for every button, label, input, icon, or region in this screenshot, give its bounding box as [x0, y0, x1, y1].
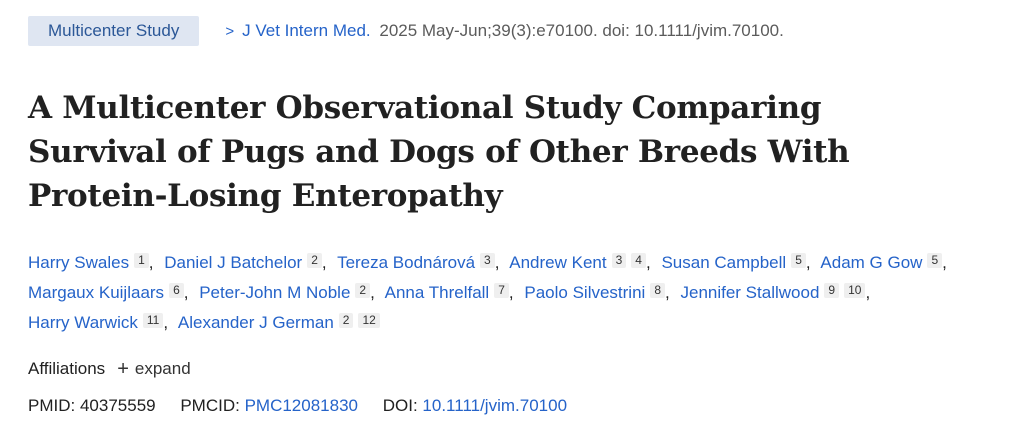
author-separator: , — [508, 283, 514, 302]
affiliations-row: Affiliations + expand — [28, 359, 191, 379]
journal-link[interactable]: J Vet Intern Med. — [242, 21, 371, 40]
author-name-link[interactable]: Tereza Bodnárová — [337, 253, 476, 272]
author-item: Daniel J Batchelor 2, — [164, 253, 332, 272]
author-separator: , — [183, 283, 189, 302]
affiliation-number-badge[interactable]: 8 — [650, 283, 666, 298]
identifiers-row: PMID: 40375559 PMCID: PMC12081830 DOI: 1… — [28, 396, 587, 416]
author-list: Harry Swales 1, Daniel J Batchelor 2, Tere… — [28, 248, 988, 338]
pmid-label: PMID: — [28, 396, 76, 415]
author-separator: , — [163, 313, 169, 332]
affiliation-number-badge[interactable]: 7 — [494, 283, 509, 298]
author-name-link[interactable]: Jennifer Stallwood — [680, 283, 820, 302]
author-name-link[interactable]: Anna Threlfall — [384, 283, 490, 302]
affiliation-number-badge[interactable]: 11 — [142, 313, 164, 328]
affiliations-label: Affiliations — [28, 359, 106, 378]
affiliation-number-badge[interactable]: 2 — [338, 313, 354, 328]
author-separator: , — [805, 253, 811, 272]
affiliation-number-badge[interactable]: 12 — [358, 313, 380, 328]
pmcid-label: PMCID: — [180, 396, 240, 415]
author-item: Paolo Silvestrini 8, — [524, 283, 675, 302]
author-separator: , — [321, 253, 327, 272]
author-item: Anna Threlfall 7, — [385, 283, 520, 302]
author-item: Jennifer Stallwood 9 10, — [680, 283, 876, 302]
author-separator: , — [665, 283, 670, 302]
author-item: Margaux Kuijlaars 6, — [28, 283, 194, 302]
citation: > J Vet Intern Med. 2025 May-Jun;39(3):e7… — [225, 21, 784, 41]
affiliation-number-badge[interactable]: 6 — [169, 283, 184, 298]
affiliation-number-badge[interactable]: 3 — [480, 253, 495, 268]
affiliation-number-badge[interactable]: 2 — [355, 283, 371, 298]
author-item: Adam G Gow 5, — [820, 253, 952, 272]
author-item: Harry Warwick 11, — [28, 313, 174, 332]
pmcid-link[interactable]: PMC12081830 — [244, 396, 358, 415]
doi-label: DOI: — [382, 396, 418, 415]
author-name-link[interactable]: Harry Warwick — [28, 313, 138, 332]
affiliation-number-badge[interactable]: 2 — [307, 253, 322, 268]
chevron-right-icon[interactable]: > — [225, 23, 235, 40]
study-type-tag[interactable]: Multicenter Study — [28, 16, 200, 46]
author-item: Andrew Kent 3 4, — [509, 253, 656, 272]
article-title: A Multicenter Observational Study Compar… — [28, 90, 850, 214]
author-separator: , — [942, 253, 947, 272]
affiliation-number-badge[interactable]: 10 — [844, 283, 866, 298]
expand-button[interactable]: expand — [134, 359, 191, 378]
author-name-link[interactable]: Adam G Gow — [820, 253, 923, 272]
author-separator: , — [865, 283, 871, 302]
author-item: Susan Campbell 5, — [661, 253, 816, 272]
affiliation-number-badge[interactable]: 3 — [611, 253, 627, 268]
affiliation-number-badge[interactable]: 5 — [791, 253, 806, 268]
author-item: Harry Swales 1, — [28, 253, 160, 272]
author-separator: , — [148, 253, 154, 272]
affiliation-number-badge[interactable]: 9 — [824, 283, 840, 298]
author-name-link[interactable]: Andrew Kent — [509, 253, 607, 272]
author-name-link[interactable]: Alexander J German — [177, 313, 334, 332]
author-separator: , — [494, 253, 500, 272]
affiliation-number-badge[interactable]: 5 — [927, 253, 943, 268]
author-name-link[interactable]: Daniel J Batchelor — [164, 253, 303, 272]
author-item: Alexander J German 2 12 — [178, 313, 380, 332]
author-name-link[interactable]: Margaux Kuijlaars — [28, 283, 165, 302]
author-name-link[interactable]: Peter-John M Noble — [199, 283, 351, 302]
author-separator: , — [645, 253, 651, 272]
doi-link[interactable]: 10.1111/jvim.70100 — [422, 396, 568, 415]
author-name-link[interactable]: Harry Swales — [28, 253, 130, 272]
author-name-link[interactable]: Paolo Silvestrini — [524, 283, 646, 302]
plus-icon[interactable]: + — [117, 358, 129, 380]
citation-details: 2025 May-Jun;39(3):e70100. doi: 10.1111/… — [379, 21, 784, 40]
author-item: Tereza Bodnárová 3, — [337, 253, 505, 272]
author-name-link[interactable]: Susan Campbell — [661, 253, 787, 272]
affiliation-number-badge[interactable]: 1 — [134, 253, 149, 268]
affiliation-number-badge[interactable]: 4 — [631, 253, 646, 268]
pmid-value: 40375559 — [79, 396, 156, 415]
author-separator: , — [370, 283, 375, 302]
author-item: Peter-John M Noble 2, — [199, 283, 381, 302]
citation-bar: Multicenter Study > J Vet Intern Med. 202… — [28, 16, 784, 46]
